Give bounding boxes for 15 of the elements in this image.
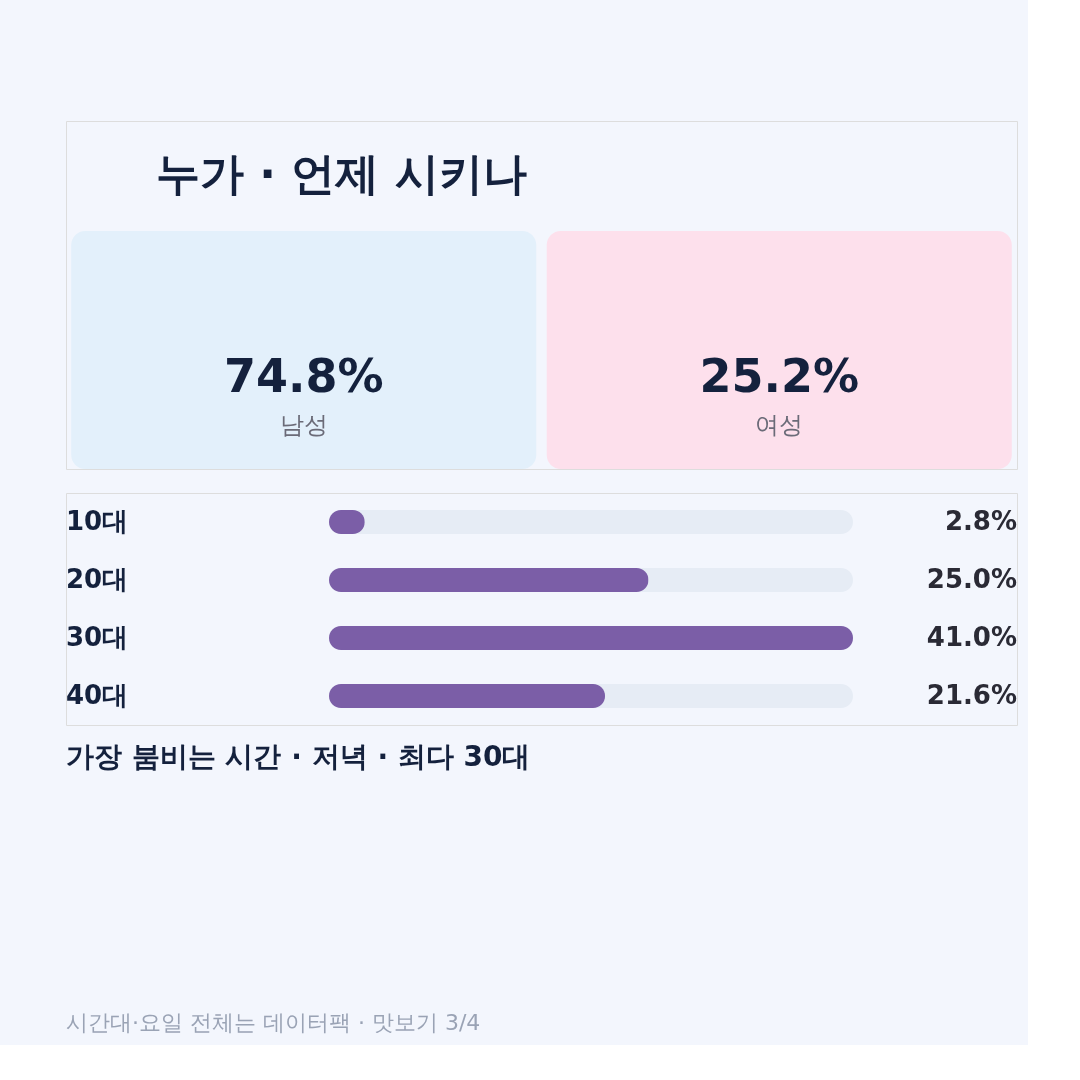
text: 시간대·요일 전체는 데이터팩 · 맛보기 3/4 [66, 1010, 481, 1035]
text: 누가 · 언제 시키나 [156, 148, 527, 199]
y-tick-label: 20대 [66, 564, 129, 594]
category-label: 여성 [755, 411, 804, 439]
text: 가장 붐비는 시간 · 저녁 · 최다 30대 [66, 740, 531, 773]
y-tick-label: 40대 [66, 680, 129, 710]
data-label: 74.8% [223, 349, 384, 403]
data-label: 25.2% [699, 349, 860, 403]
category-label: 남성 [279, 411, 328, 439]
data-label: 25.0% [926, 564, 1017, 594]
y-tick-label: 30대 [66, 622, 129, 652]
y-tick-label: 10대 [66, 506, 129, 536]
data-label: 2.8% [944, 506, 1017, 536]
data-label: 41.0% [926, 622, 1017, 652]
data-label: 21.6% [926, 680, 1017, 710]
